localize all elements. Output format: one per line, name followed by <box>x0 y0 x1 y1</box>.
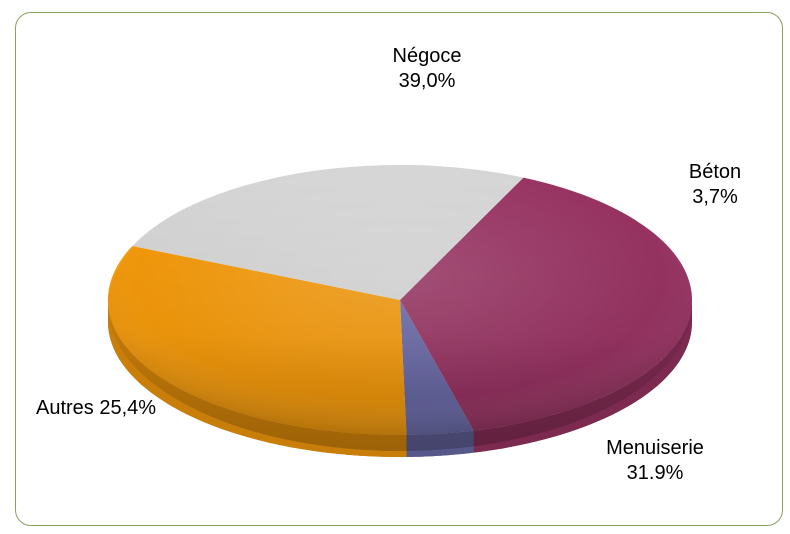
slice-label-menuiserie: Menuiserie 31.9% <box>580 436 730 486</box>
slice-label-autres-value: 25,4% <box>99 397 157 419</box>
pie-rim-shade <box>108 161 692 451</box>
slice-label-autres: Autres 25,4% <box>36 396 156 421</box>
slice-label-autres-name: Autres <box>36 397 94 419</box>
slice-label-menuiserie-value: 31.9% <box>626 462 684 484</box>
slice-label-beton: Béton 3,7% <box>660 160 770 210</box>
slice-label-negoce-name: Négoce <box>392 45 462 67</box>
slice-label-negoce-value: 39,0% <box>398 70 456 92</box>
slice-label-beton-name: Béton <box>688 161 742 183</box>
slice-label-menuiserie-name: Menuiserie <box>606 437 704 459</box>
slice-label-beton-value: 3,7% <box>692 186 738 208</box>
slice-label-negoce: Négoce 39,0% <box>362 44 492 94</box>
